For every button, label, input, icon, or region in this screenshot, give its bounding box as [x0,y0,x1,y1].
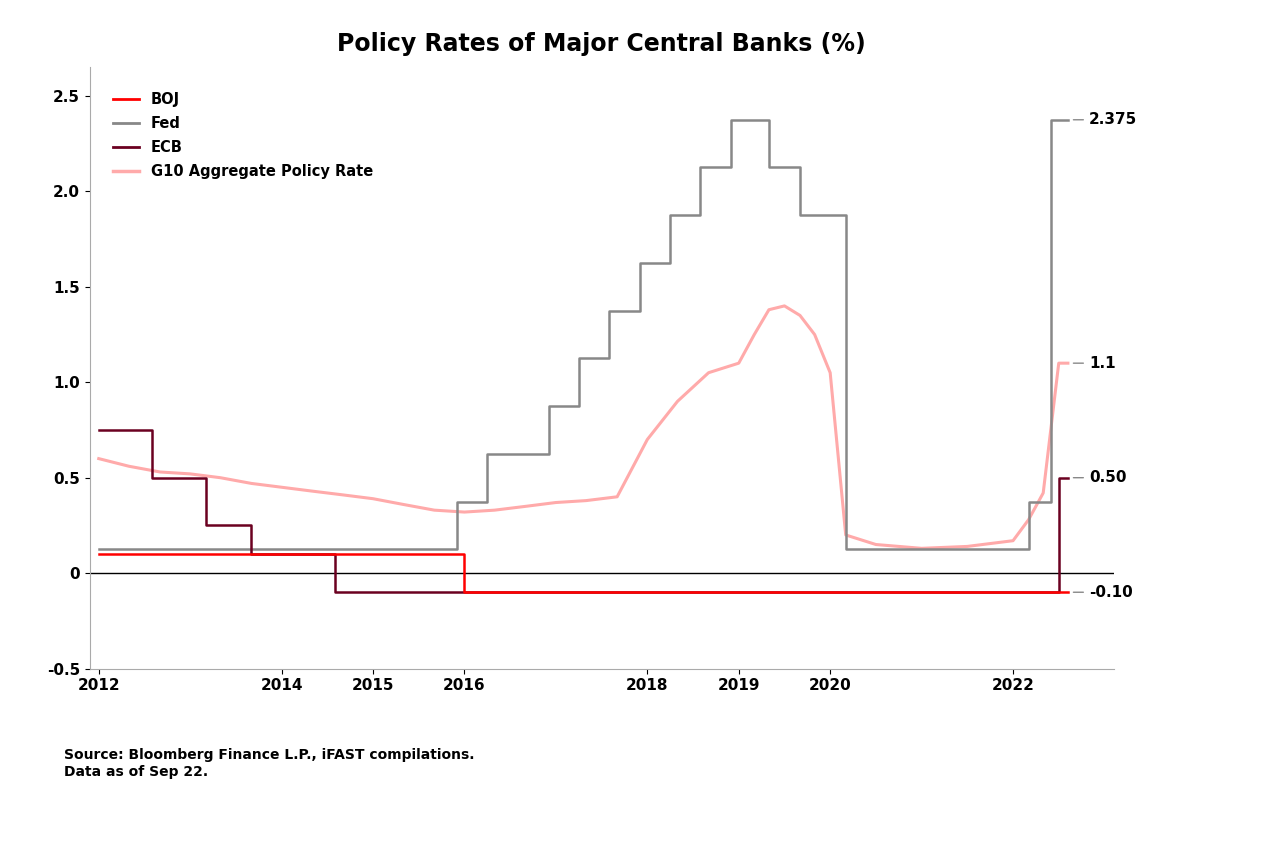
Text: 1.1: 1.1 [1074,356,1116,371]
Text: 2.375: 2.375 [1074,113,1137,127]
Text: Source: Bloomberg Finance L.P., iFAST compilations.
Data as of Sep 22.: Source: Bloomberg Finance L.P., iFAST co… [64,748,475,779]
Text: -0.10: -0.10 [1074,584,1133,600]
Text: 0.50: 0.50 [1074,470,1126,485]
Title: Policy Rates of Major Central Banks (%): Policy Rates of Major Central Banks (%) [337,32,867,56]
Legend: BOJ, Fed, ECB, G10 Aggregate Policy Rate: BOJ, Fed, ECB, G10 Aggregate Policy Rate [108,87,379,184]
Text: iFAST: iFAST [1059,722,1162,754]
